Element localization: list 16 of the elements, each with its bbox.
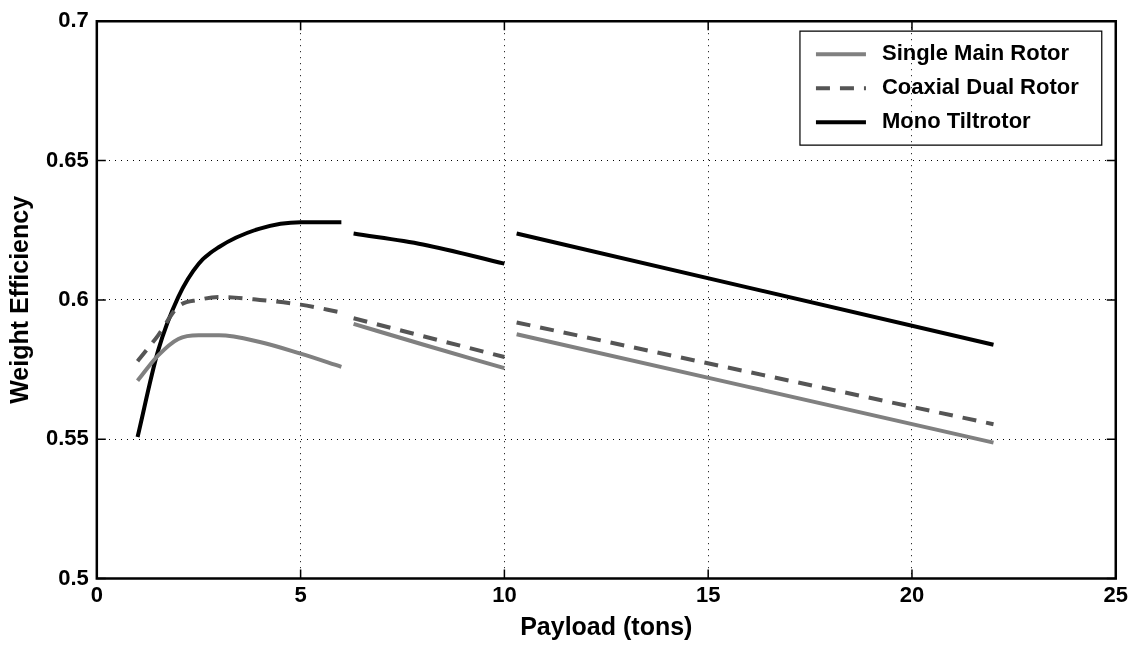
x-tick-label: 0 [90, 581, 103, 607]
y-tick-label: 0.5 [58, 564, 89, 590]
y-tick-label: 0.65 [45, 146, 89, 172]
x-axis-title: Payload (tons) [520, 611, 693, 640]
y-tick-label: 0.7 [58, 7, 89, 33]
x-tick-label: 5 [294, 581, 307, 607]
x-tick-label: 15 [695, 581, 721, 607]
y-axis-title: Weight Efficiency [4, 195, 33, 404]
x-tick-label: 10 [492, 581, 517, 607]
y-tick-label: 0.6 [58, 285, 89, 311]
x-tick-label: 20 [899, 581, 925, 607]
legend-label: Coaxial Dual Rotor [881, 74, 1080, 100]
legend-label: Single Main Rotor [881, 40, 1070, 66]
y-tick-label: 0.55 [45, 425, 89, 451]
x-tick-label: 25 [1103, 581, 1129, 607]
legend-label: Mono Tiltrotor [881, 108, 1032, 134]
